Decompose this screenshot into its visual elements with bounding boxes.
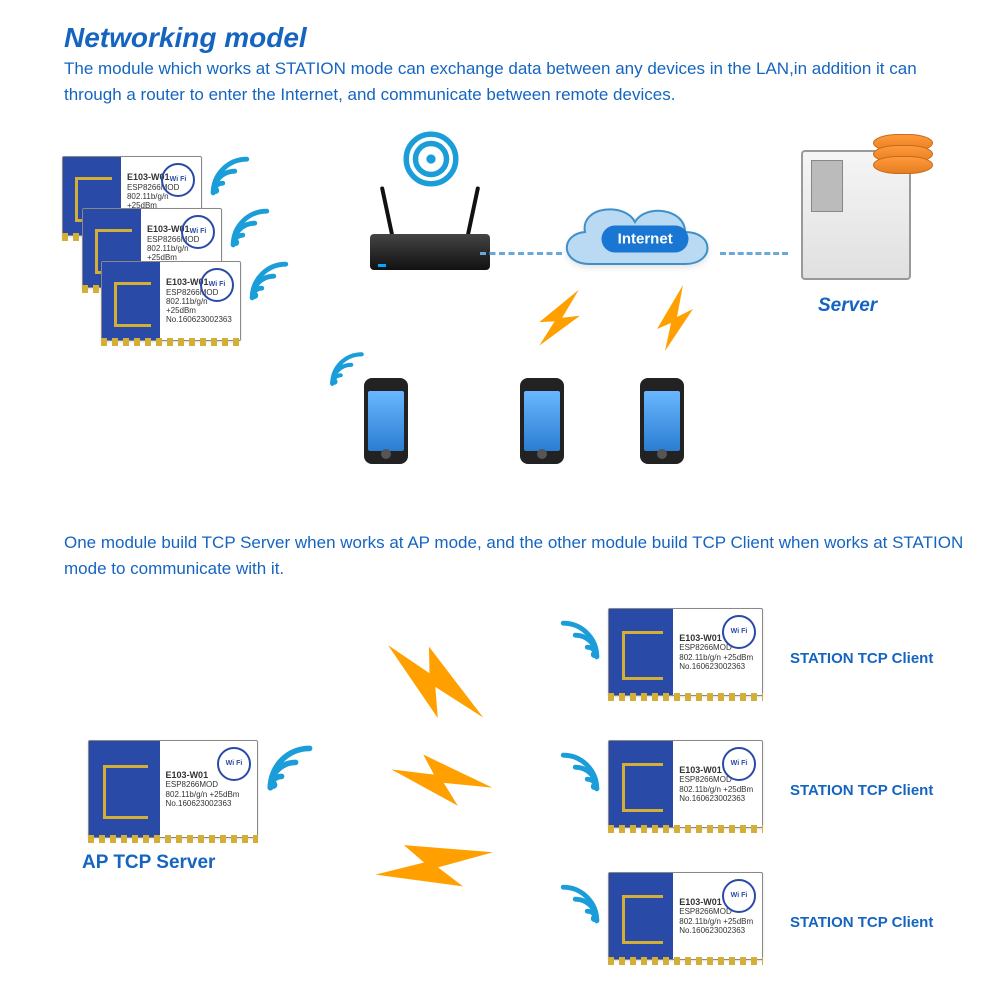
station-client-module: Wi Fi E103-W01 ESP8266MOD 802.11b/g/n +2… [608, 740, 763, 828]
wifi-icon [556, 880, 604, 928]
lightning-icon [529, 278, 591, 357]
wifi-badge-icon: Wi Fi [161, 163, 195, 197]
wifi-badge-icon: Wi Fi [722, 879, 756, 913]
wifi-icon [226, 204, 274, 252]
wifi-icon [400, 128, 462, 190]
phone-icon [364, 378, 408, 464]
wifi-badge-icon: Wi Fi [722, 747, 756, 781]
phone-icon [640, 378, 684, 464]
ap-server-module: Wi Fi E103-W01 ESP8266MOD 802.11b/g/n +2… [88, 740, 258, 838]
wifi-badge-icon: Wi Fi [200, 268, 234, 302]
wifi-icon [326, 348, 368, 390]
wifi-icon [262, 740, 318, 796]
wifi-icon [556, 616, 604, 664]
phone-icon [520, 378, 564, 464]
router-icon [355, 184, 505, 270]
database-icon [873, 134, 933, 190]
section1-title: Networking model [64, 22, 307, 54]
wifi-icon [556, 748, 604, 796]
wifi-icon [206, 152, 254, 200]
station-client-label: STATION TCP Client [790, 650, 933, 667]
station-client-label: STATION TCP Client [790, 782, 933, 799]
wifi-icon [245, 257, 293, 305]
server-label: Server [818, 295, 877, 317]
internet-label: Internet [602, 226, 689, 253]
station-client-label: STATION TCP Client [790, 914, 933, 931]
lightning-icon [655, 283, 695, 353]
server-icon [776, 150, 936, 280]
station-client-module: Wi Fi E103-W01 ESP8266MOD 802.11b/g/n +2… [608, 608, 763, 696]
module: Wi Fi E103-W01 ESP8266MOD 802.11b/g/n +2… [101, 261, 241, 341]
internet-cloud-icon: Internet [550, 194, 720, 284]
lightning-icon [334, 615, 536, 751]
station-client-module: Wi Fi E103-W01 ESP8266MOD 802.11b/g/n +2… [608, 872, 763, 960]
wifi-badge-icon: Wi Fi [217, 747, 251, 781]
ap-server-label: AP TCP Server [82, 852, 215, 874]
wifi-badge-icon: Wi Fi [181, 215, 215, 249]
section1-description: The module which works at STATION mode c… [64, 56, 944, 107]
wifi-badge-icon: Wi Fi [722, 615, 756, 649]
section2-description: One module build TCP Server when works a… [64, 530, 964, 581]
